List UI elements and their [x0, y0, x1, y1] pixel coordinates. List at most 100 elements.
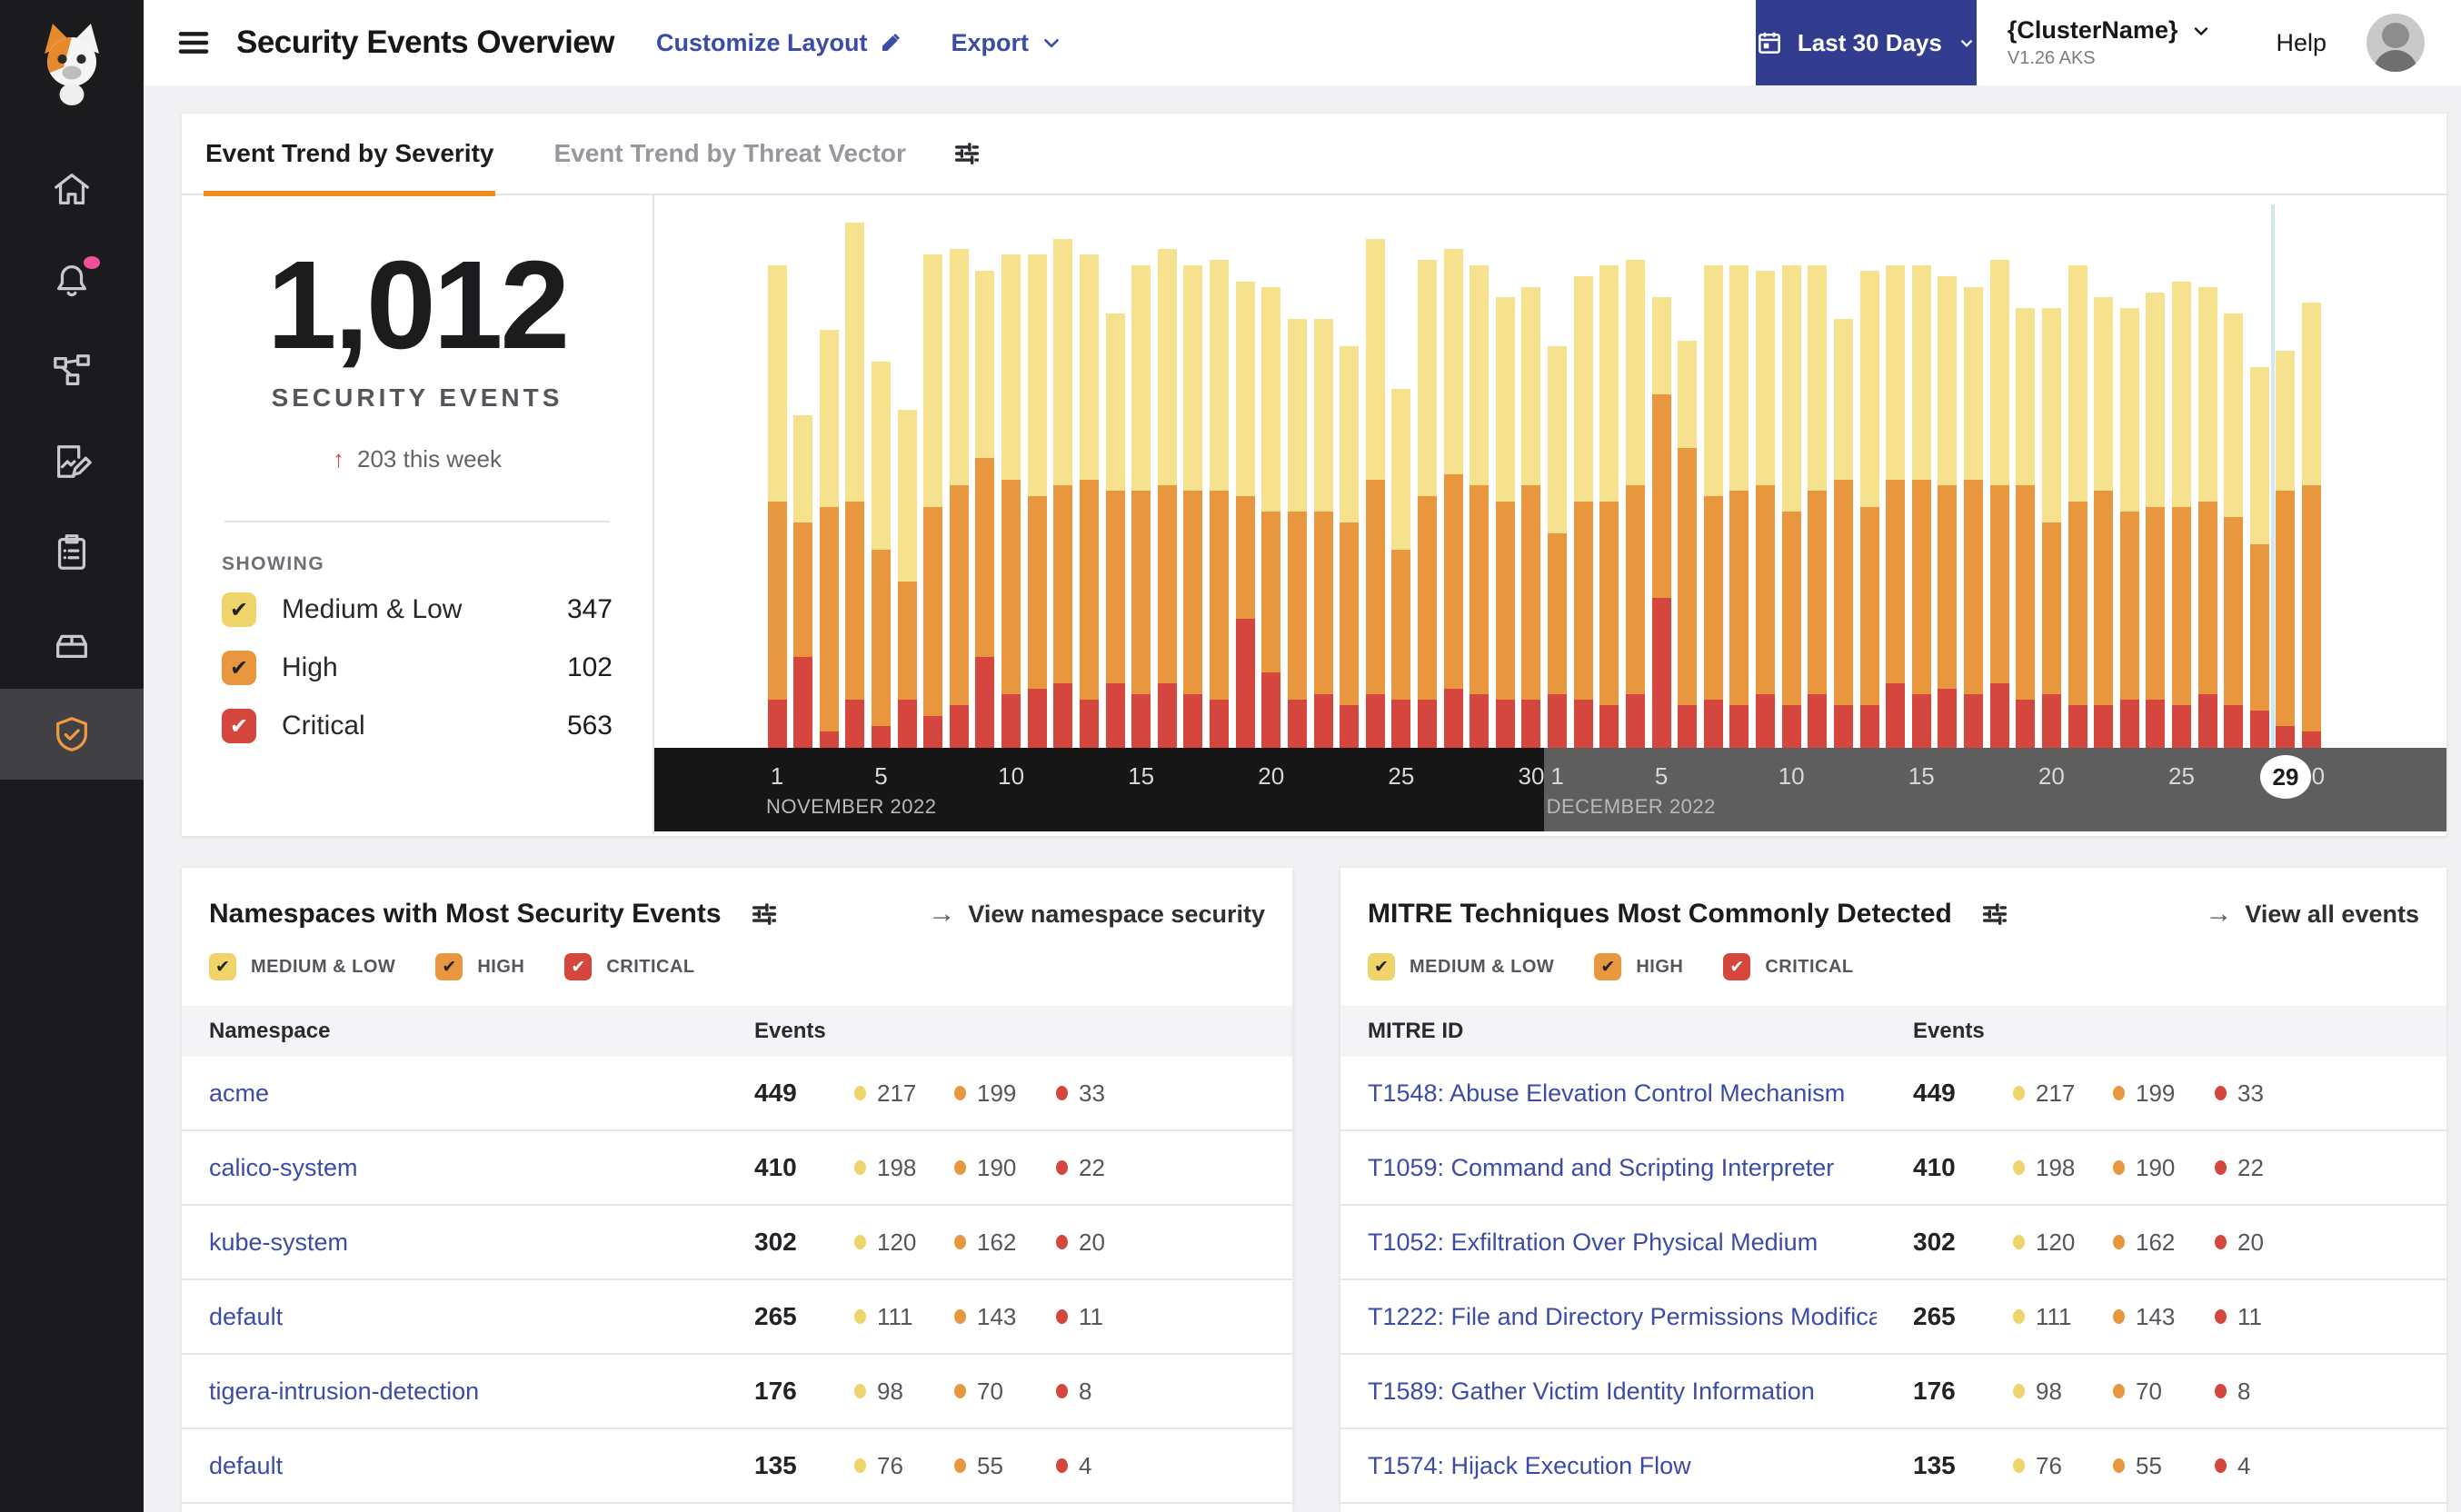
- bar-dec-7[interactable]: [1703, 265, 1723, 748]
- user-avatar[interactable]: [2366, 14, 2425, 72]
- tab-event-trend-by-severity[interactable]: Event Trend by Severity: [204, 113, 496, 196]
- bar-dec-23[interactable]: [2119, 308, 2139, 748]
- mitre-row-link[interactable]: T1059: Command and Scripting Interpreter: [1368, 1153, 1835, 1181]
- bar-nov-23[interactable]: [1340, 345, 1360, 748]
- bar-dec-26[interactable]: [2197, 286, 2217, 748]
- mitre-row-link[interactable]: T1548: Abuse Elevation Control Mechanism: [1368, 1079, 1846, 1107]
- bar-nov-21[interactable]: [1287, 319, 1307, 748]
- bar-nov-9[interactable]: [975, 270, 995, 748]
- export-button[interactable]: Export: [952, 29, 1064, 57]
- tab-event-trend-by-threat-vector[interactable]: Event Trend by Threat Vector: [552, 113, 907, 194]
- sidebar-item-service-graph[interactable]: [0, 325, 144, 416]
- bar-nov-8[interactable]: [949, 249, 969, 748]
- bar-dec-6[interactable]: [1678, 340, 1698, 748]
- bar-nov-5[interactable]: [871, 362, 891, 748]
- bar-nov-17[interactable]: [1183, 265, 1203, 748]
- checkbox-medium-low[interactable]: ✔: [209, 953, 236, 980]
- bar-nov-30[interactable]: [1521, 286, 1541, 748]
- bar-dec-15[interactable]: [1911, 265, 1931, 748]
- checkbox-critical[interactable]: ✔: [1723, 953, 1751, 980]
- bar-dec-10[interactable]: [1781, 265, 1801, 748]
- checkbox-high[interactable]: ✔: [435, 953, 463, 980]
- bar-dec-11[interactable]: [1808, 265, 1828, 748]
- bar-nov-1[interactable]: [767, 265, 787, 748]
- bar-nov-22[interactable]: [1313, 319, 1333, 748]
- cat-mascot-logo[interactable]: [22, 7, 122, 116]
- bar-nov-3[interactable]: [819, 329, 839, 748]
- help-link[interactable]: Help: [2276, 28, 2326, 56]
- bar-dec-30[interactable]: [2302, 303, 2322, 748]
- mitre-row-link[interactable]: T1589: Gather Victim Identity Informatio…: [1368, 1377, 1815, 1405]
- bar-nov-13[interactable]: [1079, 254, 1099, 748]
- bar-nov-29[interactable]: [1495, 297, 1515, 748]
- trend-filter-settings-button[interactable]: [952, 138, 982, 169]
- bar-dec-14[interactable]: [1886, 265, 1906, 748]
- checkbox-medium-low[interactable]: ✔: [1368, 953, 1395, 980]
- sidebar-item-policies[interactable]: [0, 416, 144, 507]
- sidebar-item-home[interactable]: [0, 144, 144, 234]
- checkbox-critical[interactable]: ✔: [222, 709, 256, 743]
- bar-dec-12[interactable]: [1833, 319, 1853, 748]
- checkbox-high[interactable]: ✔: [1594, 953, 1622, 980]
- bar-nov-20[interactable]: [1261, 286, 1281, 748]
- view-namespace-security-link[interactable]: → View namespace security: [928, 899, 1265, 930]
- bar-dec-3[interactable]: [1599, 265, 1619, 748]
- namespace-row-link[interactable]: calico-system: [209, 1153, 358, 1181]
- bar-nov-25[interactable]: [1391, 388, 1411, 748]
- bar-dec-13[interactable]: [1859, 270, 1879, 748]
- bar-nov-24[interactable]: [1365, 238, 1385, 748]
- bar-nov-14[interactable]: [1105, 313, 1125, 748]
- bar-nov-11[interactable]: [1027, 254, 1047, 748]
- customize-layout-button[interactable]: Customize Layout: [656, 29, 902, 57]
- bar-dec-8[interactable]: [1729, 265, 1749, 748]
- bar-nov-26[interactable]: [1418, 260, 1437, 748]
- bar-dec-4[interactable]: [1625, 260, 1645, 748]
- view-all-events-link[interactable]: → View all events: [2205, 899, 2419, 930]
- bar-dec-28[interactable]: [2249, 367, 2269, 748]
- hamburger-menu-button[interactable]: [174, 24, 213, 62]
- bar-dec-22[interactable]: [2094, 297, 2114, 748]
- bar-nov-2[interactable]: [793, 415, 813, 748]
- namespace-row-link[interactable]: kube-system: [209, 1228, 349, 1256]
- checkbox-critical[interactable]: ✔: [564, 953, 593, 980]
- bar-dec-24[interactable]: [2146, 292, 2166, 748]
- bar-nov-10[interactable]: [1001, 254, 1021, 748]
- cluster-selector[interactable]: {ClusterName} V1.26 AKS: [2008, 16, 2213, 69]
- bar-dec-2[interactable]: [1573, 275, 1593, 748]
- mitre-row-link[interactable]: T1052: Exfiltration Over Physical Medium: [1368, 1228, 1818, 1256]
- bar-dec-9[interactable]: [1756, 270, 1776, 748]
- bar-dec-21[interactable]: [2067, 265, 2087, 748]
- bar-dec-25[interactable]: [2171, 281, 2191, 748]
- namespace-row-link[interactable]: default: [209, 1302, 284, 1330]
- bar-dec-5[interactable]: [1651, 297, 1671, 748]
- sidebar-item-threat-defense[interactable]: [0, 689, 144, 780]
- namespaces-filter-settings-button[interactable]: [749, 899, 780, 930]
- sidebar-item-compliance[interactable]: [0, 507, 144, 598]
- bar-nov-7[interactable]: [923, 254, 943, 748]
- mitre-row-link[interactable]: T1222: File and Directory Permissions Mo…: [1368, 1302, 1877, 1330]
- sidebar-item-image-assurance[interactable]: [0, 598, 144, 689]
- bar-dec-18[interactable]: [1989, 260, 2009, 748]
- bar-nov-27[interactable]: [1443, 249, 1463, 748]
- namespace-row-link[interactable]: acme: [209, 1079, 270, 1107]
- bar-dec-1[interactable]: [1548, 345, 1568, 748]
- bar-dec-19[interactable]: [2016, 308, 2036, 748]
- bar-nov-4[interactable]: [845, 222, 865, 748]
- bar-nov-28[interactable]: [1470, 265, 1490, 748]
- bar-nov-19[interactable]: [1235, 281, 1255, 748]
- bar-nov-12[interactable]: [1053, 238, 1073, 748]
- bar-dec-27[interactable]: [2224, 313, 2244, 748]
- checkbox-high[interactable]: ✔: [222, 651, 256, 685]
- checkbox-medium-low[interactable]: ✔: [222, 592, 256, 627]
- mitre-row-link[interactable]: T1574: Hijack Execution Flow: [1368, 1451, 1691, 1479]
- bar-nov-15[interactable]: [1131, 265, 1151, 748]
- mitre-filter-settings-button[interactable]: [1979, 899, 2010, 930]
- bar-dec-16[interactable]: [1938, 275, 1958, 748]
- bar-nov-6[interactable]: [897, 410, 917, 748]
- namespace-row-link[interactable]: default: [209, 1451, 284, 1479]
- bar-nov-18[interactable]: [1210, 260, 1230, 748]
- sidebar-item-alerts[interactable]: [0, 234, 144, 325]
- namespace-row-link[interactable]: tigera-intrusion-detection: [209, 1377, 480, 1405]
- bar-dec-20[interactable]: [2041, 308, 2061, 748]
- bar-dec-29[interactable]: [2276, 351, 2296, 748]
